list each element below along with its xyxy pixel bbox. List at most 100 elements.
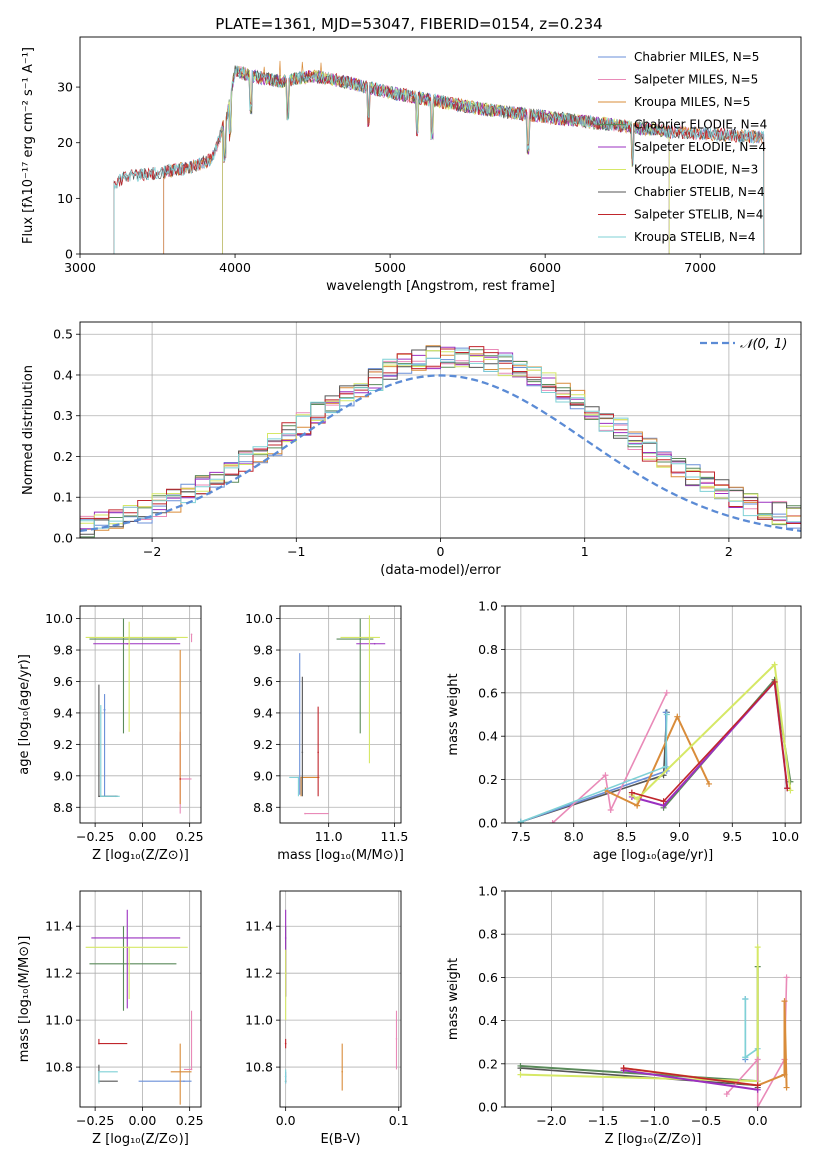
legend-label: Salpeter ELODIE, N=4: [634, 140, 766, 154]
x-tick-label: 3000: [64, 260, 96, 275]
weight-marker: [781, 998, 788, 1005]
weight-marker: [781, 1071, 788, 1078]
x-tick-label: 9.5: [722, 829, 742, 844]
errorbar-point: [103, 708, 106, 711]
axes-frame: [79, 890, 202, 1108]
errorbar-point: [284, 937, 287, 939]
legend: Chabrier MILES, N=5 Salpeter MILES, N=5 Kr…: [598, 50, 767, 244]
spectrum-series-9: [113, 65, 765, 254]
y-tick-label: 1.0: [478, 884, 498, 899]
errorbar-point: [304, 812, 306, 815]
x-tick-label: 0.25: [176, 1113, 204, 1128]
y-tick-label: 9.8: [253, 643, 273, 658]
legend-label: Salpeter MILES, N=5: [634, 73, 758, 87]
axes-frame: [79, 36, 802, 255]
x-tick-label: −1: [287, 544, 305, 559]
x-tick-label: 2: [725, 544, 733, 559]
x-axis-label: Z [log₁₀(Z/Z⊙)]: [92, 848, 189, 863]
errorbar-point: [284, 972, 287, 974]
errorbar-point: [122, 962, 125, 965]
y-tick-label: 9.4: [253, 705, 273, 720]
y-axis-label: Normed distribution: [21, 365, 36, 495]
weight-series-7: [631, 662, 792, 801]
y-tick-label: 30: [57, 80, 73, 95]
panel-residuals: −2 −1 0 1 2 0.0 0.1 0.2 0.3 0.4 0.5 (data-model)/er…: [21, 321, 802, 578]
y-tick-label: 0.3: [53, 408, 73, 423]
plot-area: [284, 909, 398, 1091]
x-tick-label: −0.25: [76, 1113, 114, 1128]
errorbar-point: [284, 1042, 287, 1045]
weight-marker: [620, 1065, 627, 1072]
x-tick-label: 6000: [529, 260, 561, 275]
y-tick-label: 10.0: [245, 611, 273, 626]
y-tick-label: 0.0: [478, 816, 498, 831]
x-tick-label: 4000: [219, 260, 251, 275]
errorbar-point: [98, 795, 100, 798]
weight-marker: [783, 1084, 790, 1091]
legend-label: Kroupa STELIB, N=4: [634, 230, 756, 244]
y-tick-label: 9.2: [53, 737, 73, 752]
weight-marker: [549, 820, 556, 823]
weight-marker: [787, 787, 794, 794]
x-tick-label: 1: [581, 544, 589, 559]
errorbar-point: [341, 1070, 343, 1073]
errorbar-point: [128, 636, 130, 639]
errorbar-point: [183, 1080, 185, 1082]
plot-area: [517, 661, 794, 823]
x-tick-label: 0.0: [276, 1113, 296, 1128]
weight-marker: [754, 1056, 761, 1063]
y-tick-label: 11.2: [245, 966, 273, 981]
weight-marker: [742, 996, 749, 1002]
weight-marker: [517, 1071, 524, 1078]
weight-marker: [771, 678, 778, 685]
y-tick-label: 20: [57, 135, 73, 150]
errorbar-point: [98, 1042, 100, 1045]
legend-label: Chabrier STELIB, N=4: [634, 185, 765, 199]
errorbar-point: [359, 638, 362, 640]
panel-weight_vs_Z: −2.0 −1.5 −1.0 −0.5 0.0 0.0 0.2 0.4 0.6 0.8 1.0 Z […: [446, 884, 802, 1147]
y-tick-label: 10.8: [245, 1060, 273, 1075]
errorbar-point: [297, 776, 300, 779]
y-tick-label: 0.0: [478, 1100, 498, 1115]
weight-marker: [662, 763, 669, 770]
y-tick-label: 11.4: [45, 919, 73, 934]
y-tick-label: 11.0: [45, 1013, 73, 1028]
x-tick-label: −2: [143, 544, 161, 559]
y-tick-label: 0.6: [478, 685, 498, 700]
y-tick-label: 0.1: [53, 490, 73, 505]
y-tick-label: 0.4: [53, 367, 73, 382]
weight-series-8: [623, 1069, 758, 1091]
spectrum-series-7: [113, 65, 765, 254]
x-tick-label: 8.0: [564, 829, 584, 844]
y-tick-label: 9.4: [53, 705, 73, 720]
y-tick-label: 0.4: [478, 1013, 498, 1028]
errorbar-point: [128, 946, 130, 949]
errorbar-point: [298, 712, 301, 714]
legend-label: 𝒩(0, 1): [740, 337, 787, 352]
y-axis-label: mass weight: [446, 958, 461, 1040]
panel-age_vs_Z: −0.25 0.00 0.25 8.8 9.0 9.2 9.4 9.6 9.8 10.0 Z [lo…: [17, 605, 204, 863]
plot-area: [113, 60, 765, 254]
errorbar-point: [179, 778, 182, 780]
y-tick-label: 9.6: [53, 674, 73, 689]
y-axis-label: mass [log₁₀(M/M⊙)]: [17, 936, 32, 1063]
legend-label: Kroupa MILES, N=5: [634, 95, 750, 109]
y-tick-label: 0.2: [478, 1056, 498, 1071]
weight-marker: [517, 1062, 524, 1069]
legend-label: Chabrier ELODIE, N=4: [634, 118, 767, 132]
normal-curve: [80, 374, 801, 533]
weight-marker: [663, 711, 670, 718]
weight-marker: [634, 802, 641, 809]
legend-label: Kroupa ELODIE, N=3: [634, 163, 758, 177]
errorbar-point: [126, 642, 129, 645]
y-tick-label: 0.8: [478, 642, 498, 657]
plot-area: [80, 345, 801, 538]
x-tick-label: −1.5: [588, 1113, 618, 1128]
x-axis-label: mass [log₁₀(M/M⊙)]: [277, 848, 404, 863]
y-tick-label: 11.2: [45, 966, 73, 981]
x-axis-label: age [log₁₀(age/yr)]: [593, 848, 714, 863]
errorbar-point: [190, 633, 193, 636]
x-tick-label: 7000: [684, 260, 716, 275]
y-axis-label: age [log₁₀(age/yr)]: [17, 654, 32, 775]
plot-area: [85, 618, 193, 814]
